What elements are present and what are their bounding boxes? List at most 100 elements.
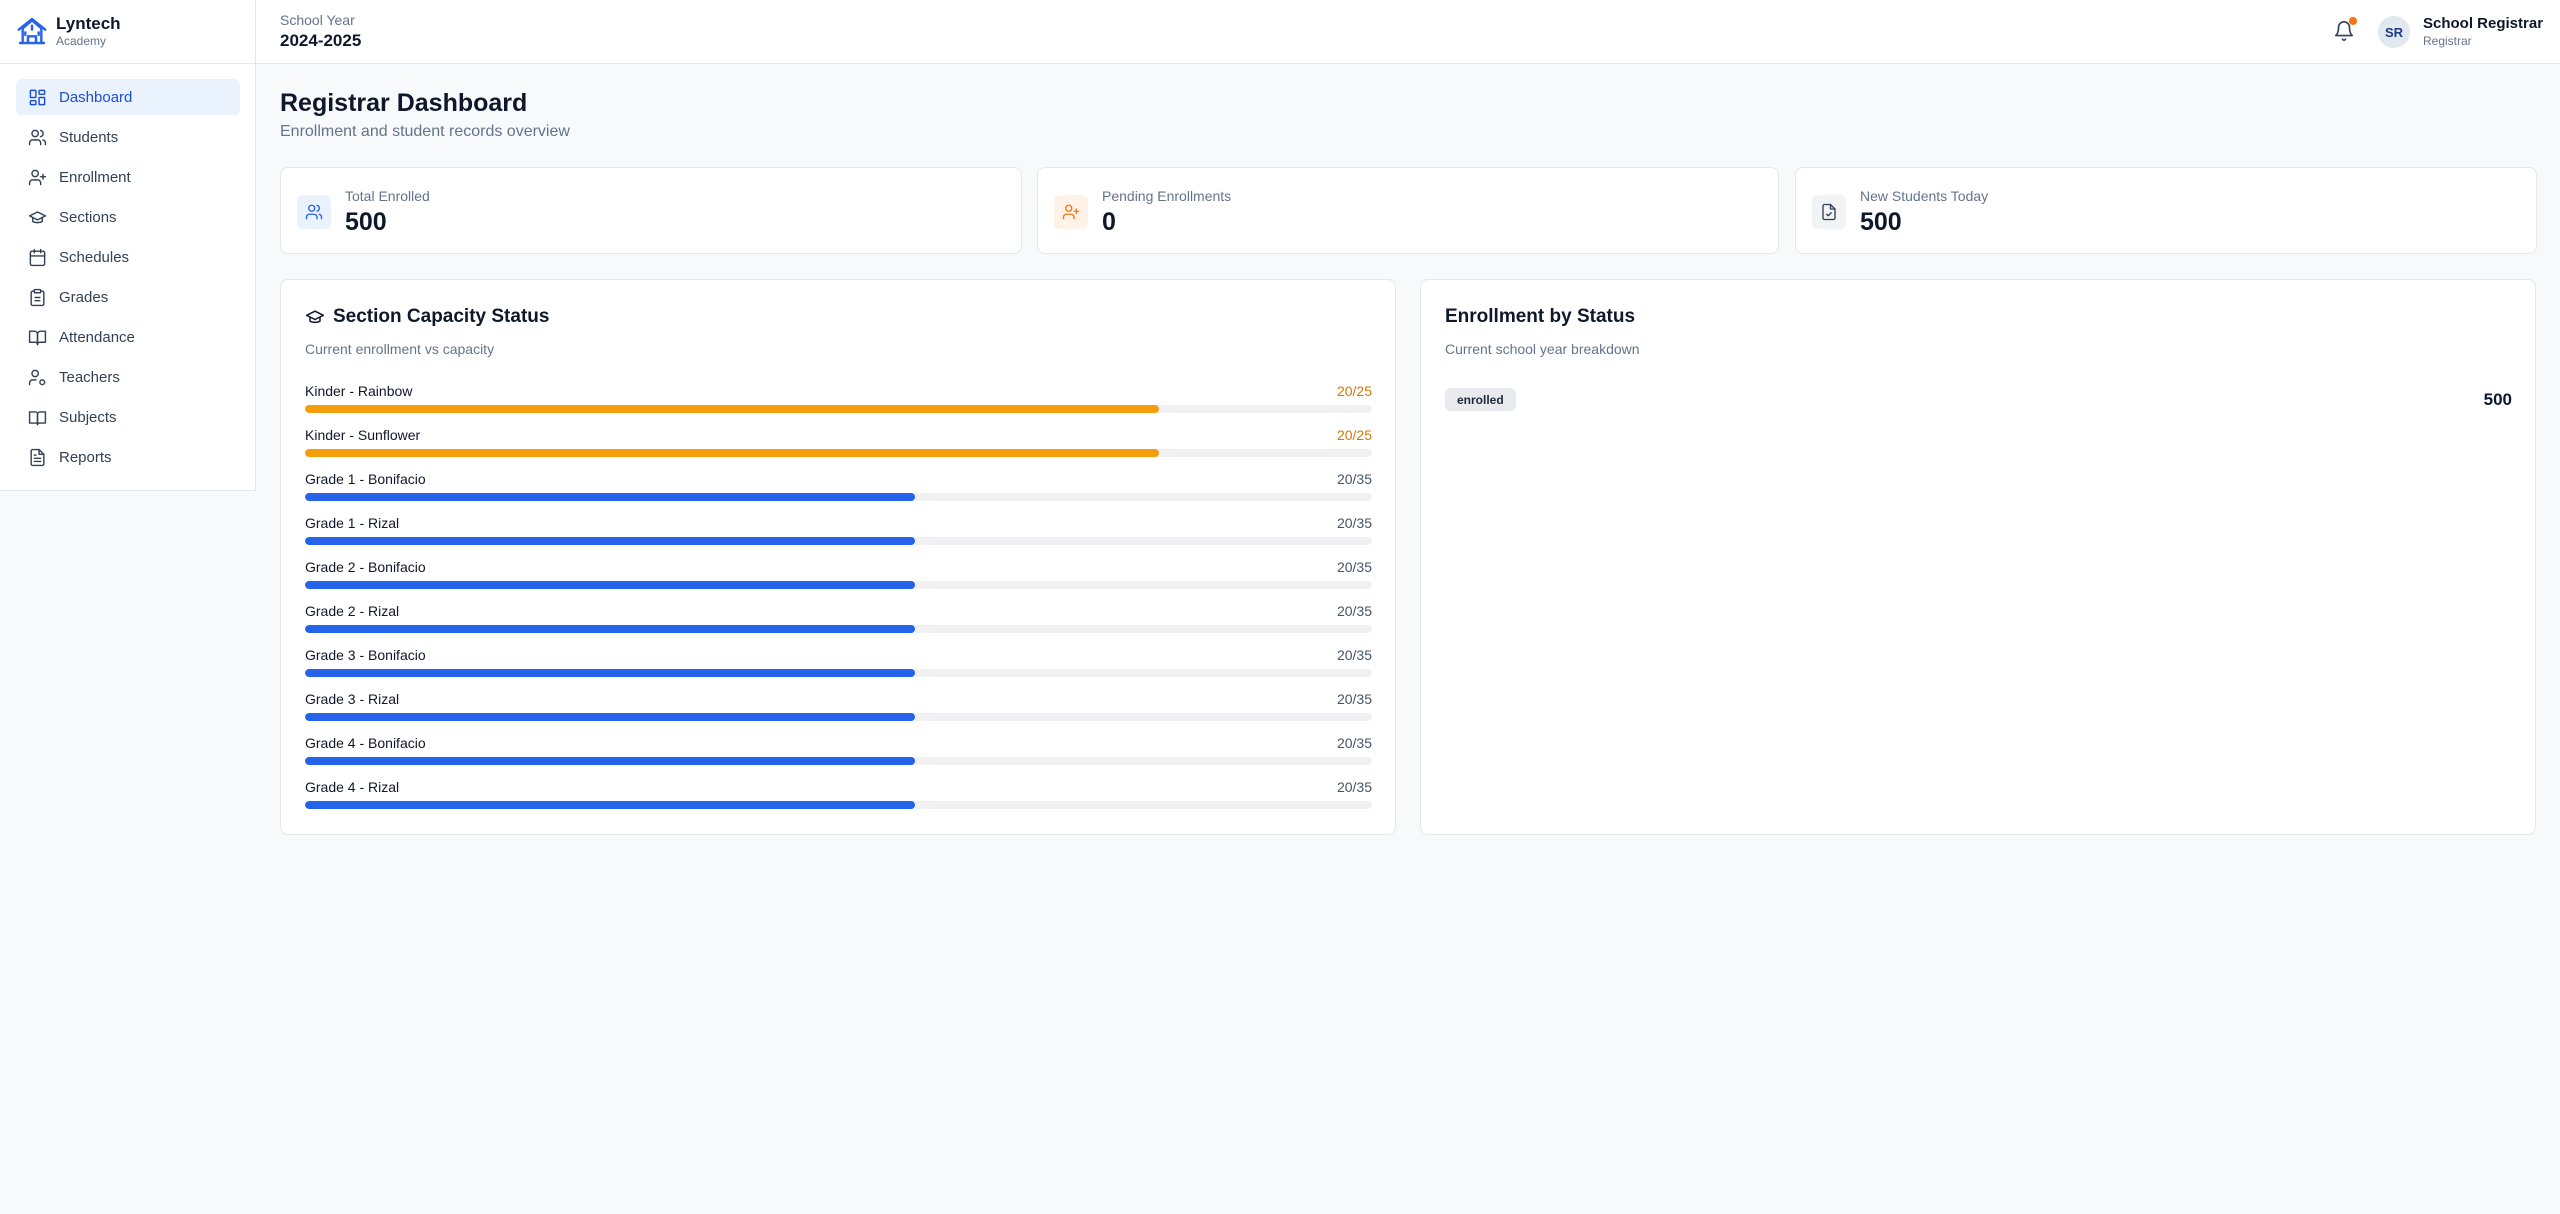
- stat-card-pending-enrollments: Pending Enrollments 0: [1037, 167, 1779, 254]
- sidebar-item-label: Enrollment: [59, 168, 131, 186]
- capacity-row: Grade 1 - Bonifacio 20/35: [305, 471, 1372, 515]
- top-bar: School Year 2024-2025 SR School Registra…: [256, 0, 2560, 64]
- section-count: 20/35: [1336, 515, 1372, 531]
- capacity-bar-fill: [305, 537, 915, 545]
- sidebar-item-label: Schedules: [59, 248, 130, 266]
- panel-title: Enrollment by Status: [1445, 306, 1636, 327]
- school-year-value[interactable]: 2024-2025: [280, 31, 362, 50]
- section-count: 20/35: [1336, 691, 1372, 707]
- users-icon: [297, 195, 331, 229]
- sidebar-item-label: Teachers: [59, 368, 120, 386]
- section-count: 20/35: [1336, 779, 1372, 795]
- sidebar-item-grades[interactable]: Grades: [16, 279, 240, 315]
- sidebar-item-label: Students: [59, 128, 119, 146]
- sidebar-item-enrollment[interactable]: Enrollment: [16, 159, 240, 195]
- capacity-row: Kinder - Sunflower 20/25: [305, 427, 1372, 471]
- graduation-cap-icon: [28, 208, 47, 227]
- capacity-bar-fill: [305, 713, 915, 721]
- brand-name: Lyntech: [56, 14, 121, 33]
- school-year-label: School Year: [280, 12, 355, 28]
- users-icon: [28, 128, 47, 147]
- sidebar-item-schedules[interactable]: Schedules: [16, 239, 240, 275]
- avatar[interactable]: SR: [2378, 16, 2410, 48]
- capacity-row: Grade 2 - Bonifacio 20/35: [305, 559, 1372, 603]
- section-name: Grade 2 - Bonifacio: [305, 559, 426, 575]
- capacity-row: Grade 3 - Bonifacio 20/35: [305, 647, 1372, 691]
- capacity-bar-track: [305, 669, 1372, 677]
- capacity-row: Grade 4 - Rizal 20/35: [305, 779, 1372, 823]
- stat-value: 500: [345, 208, 387, 236]
- dashboard-icon: [28, 88, 47, 107]
- sidebar-divider: [0, 63, 256, 64]
- section-name: Grade 2 - Rizal: [305, 603, 400, 619]
- sidebar-item-reports[interactable]: Reports: [16, 439, 240, 475]
- sidebar-item-label: Grades: [59, 288, 109, 306]
- sidebar-item-attendance[interactable]: Attendance: [16, 319, 240, 355]
- file-check-icon: [1812, 195, 1846, 229]
- section-count: 20/35: [1336, 603, 1372, 619]
- capacity-bar-fill: [305, 493, 915, 501]
- section-count: 20/25: [1336, 383, 1372, 399]
- capacity-bar-fill: [305, 625, 915, 633]
- sidebar-item-label: Dashboard: [59, 88, 133, 106]
- capacity-bar-fill: [305, 669, 915, 677]
- sidebar-item-sections[interactable]: Sections: [16, 199, 240, 235]
- stat-label: Total Enrolled: [345, 188, 430, 204]
- book-icon: [28, 408, 47, 427]
- capacity-row: Grade 1 - Rizal 20/35: [305, 515, 1372, 559]
- panel-title: Section Capacity Status: [305, 306, 549, 328]
- sidebar-nav: Dashboard Students Enrollment Sections S…: [16, 79, 240, 479]
- capacity-bar-fill: [305, 405, 1159, 413]
- calendar-icon: [28, 248, 47, 267]
- page-title: Registrar Dashboard: [280, 89, 528, 117]
- stat-label: New Students Today: [1860, 188, 1989, 204]
- capacity-bar-fill: [305, 449, 1159, 457]
- section-name: Grade 4 - Bonifacio: [305, 735, 426, 751]
- capacity-bar-fill: [305, 801, 915, 809]
- sidebar-item-dashboard[interactable]: Dashboard: [16, 79, 240, 115]
- panel-subtitle: Current enrollment vs capacity: [305, 341, 495, 357]
- file-text-icon: [28, 448, 47, 467]
- section-name: Grade 3 - Rizal: [305, 691, 400, 707]
- clipboard-icon: [28, 288, 47, 307]
- capacity-bar-track: [305, 405, 1372, 413]
- status-count: 500: [2483, 390, 2512, 409]
- capacity-bar-track: [305, 625, 1372, 633]
- capacity-row: Grade 2 - Rizal 20/35: [305, 603, 1372, 647]
- user-role: Registrar: [2423, 34, 2472, 48]
- capacity-bar-track: [305, 801, 1372, 809]
- user-name[interactable]: School Registrar: [2423, 15, 2544, 32]
- capacity-bar-fill: [305, 581, 915, 589]
- bell-icon[interactable]: [2333, 20, 2355, 42]
- notification-dot: [2349, 17, 2357, 25]
- section-count: 20/35: [1336, 647, 1372, 663]
- capacity-bar-track: [305, 537, 1372, 545]
- panel-title-text: Section Capacity Status: [333, 306, 550, 327]
- sidebar-item-label: Attendance: [59, 328, 135, 346]
- user-plus-icon: [28, 168, 47, 187]
- section-count: 20/25: [1336, 427, 1372, 443]
- section-count: 20/35: [1336, 471, 1372, 487]
- user-plus-icon: [1054, 195, 1088, 229]
- capacity-row: Kinder - Rainbow 20/25: [305, 383, 1372, 427]
- capacity-bar-track: [305, 493, 1372, 501]
- stat-card-total-enrolled: Total Enrolled 500: [280, 167, 1022, 254]
- stat-value: 0: [1102, 208, 1116, 236]
- page-subtitle: Enrollment and student records overview: [280, 123, 570, 140]
- capacity-bar-track: [305, 449, 1372, 457]
- capacity-list: Kinder - Rainbow 20/25 Kinder - Sunflower 2…: [305, 383, 1372, 823]
- panel-subtitle: Current school year breakdown: [1445, 341, 1640, 357]
- status-row: enrolled 500: [1445, 388, 2512, 412]
- capacity-bar-track: [305, 757, 1372, 765]
- sidebar-item-label: Subjects: [59, 408, 117, 426]
- brand[interactable]: Lyntech Academy: [16, 14, 121, 48]
- capacity-bar-track: [305, 713, 1372, 721]
- section-name: Grade 3 - Bonifacio: [305, 647, 426, 663]
- enrollment-status-panel: Enrollment by Status Current school year…: [1420, 279, 2536, 835]
- sidebar-item-label: Sections: [59, 208, 117, 226]
- sidebar-item-subjects[interactable]: Subjects: [16, 399, 240, 435]
- sidebar-item-students[interactable]: Students: [16, 119, 240, 155]
- capacity-bar-fill: [305, 757, 915, 765]
- section-count: 20/35: [1336, 559, 1372, 575]
- sidebar-item-teachers[interactable]: Teachers: [16, 359, 240, 395]
